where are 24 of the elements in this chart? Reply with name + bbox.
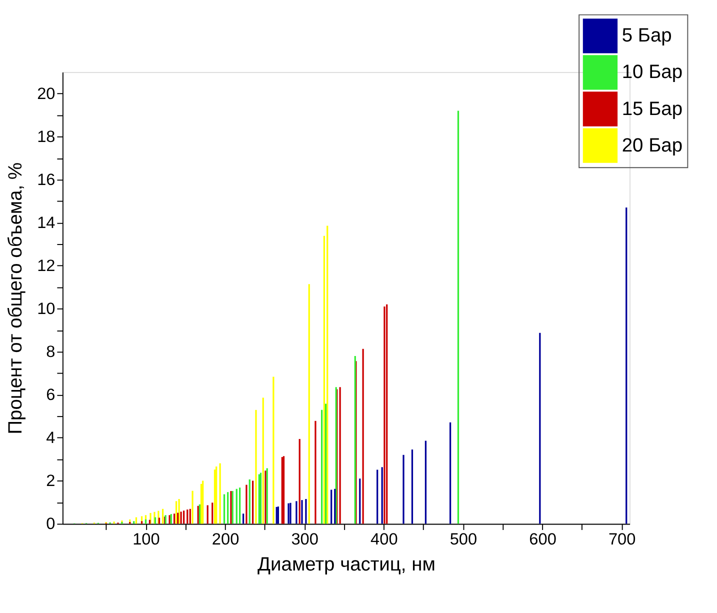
y-tick-label: 2 bbox=[46, 472, 56, 490]
y-tick-label: 10 bbox=[37, 300, 56, 318]
y-tick-label: 6 bbox=[46, 386, 56, 404]
y-tick-label: 0 bbox=[46, 515, 56, 534]
legend-label: 5 Бар bbox=[622, 26, 672, 47]
x-tick-label: 700 bbox=[608, 530, 636, 548]
x-tick-label: 500 bbox=[450, 530, 478, 548]
y-tick-label: 8 bbox=[46, 342, 56, 361]
y-tick-label: 12 bbox=[37, 256, 56, 275]
y-axis-title: Процент от общего объема, % bbox=[6, 162, 27, 434]
x-tick-label: 400 bbox=[370, 530, 398, 548]
legend-label: 10 Бар bbox=[622, 62, 683, 84]
x-tick-label: 100 bbox=[132, 530, 160, 548]
y-tick-label: 14 bbox=[37, 214, 56, 232]
x-tick-label: 200 bbox=[212, 530, 240, 548]
x-tick-label: 600 bbox=[529, 530, 556, 548]
y-tick-label: 16 bbox=[37, 170, 56, 189]
x-axis-title: Диаметр частиц, нм bbox=[258, 554, 436, 576]
legend-label: 15 Бар bbox=[622, 98, 683, 120]
legend-label: 20 Бар bbox=[622, 135, 683, 156]
y-tick-label: 18 bbox=[37, 128, 56, 146]
y-tick-label: 4 bbox=[46, 428, 56, 447]
y-tick-label: 20 bbox=[37, 84, 56, 103]
x-tick-label: 300 bbox=[291, 530, 318, 548]
